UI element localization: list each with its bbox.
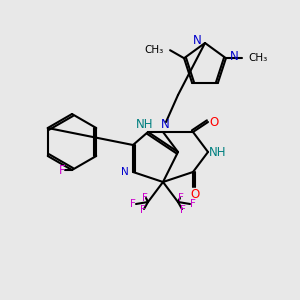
Text: F: F: [180, 205, 186, 215]
Text: F: F: [140, 205, 146, 215]
Text: NH: NH: [209, 146, 227, 158]
Text: N: N: [121, 167, 129, 177]
Text: O: O: [209, 116, 219, 128]
Text: CH₃: CH₃: [248, 53, 267, 63]
Text: CH₃: CH₃: [145, 45, 164, 55]
Text: F: F: [178, 193, 184, 203]
Text: NH: NH: [136, 118, 154, 131]
Text: F: F: [190, 199, 196, 209]
Text: F: F: [59, 164, 65, 176]
Text: N: N: [193, 34, 201, 47]
Text: F: F: [142, 193, 148, 203]
Text: N: N: [230, 50, 238, 63]
Text: N: N: [160, 118, 169, 130]
Text: F: F: [130, 199, 136, 209]
Text: O: O: [190, 188, 200, 200]
